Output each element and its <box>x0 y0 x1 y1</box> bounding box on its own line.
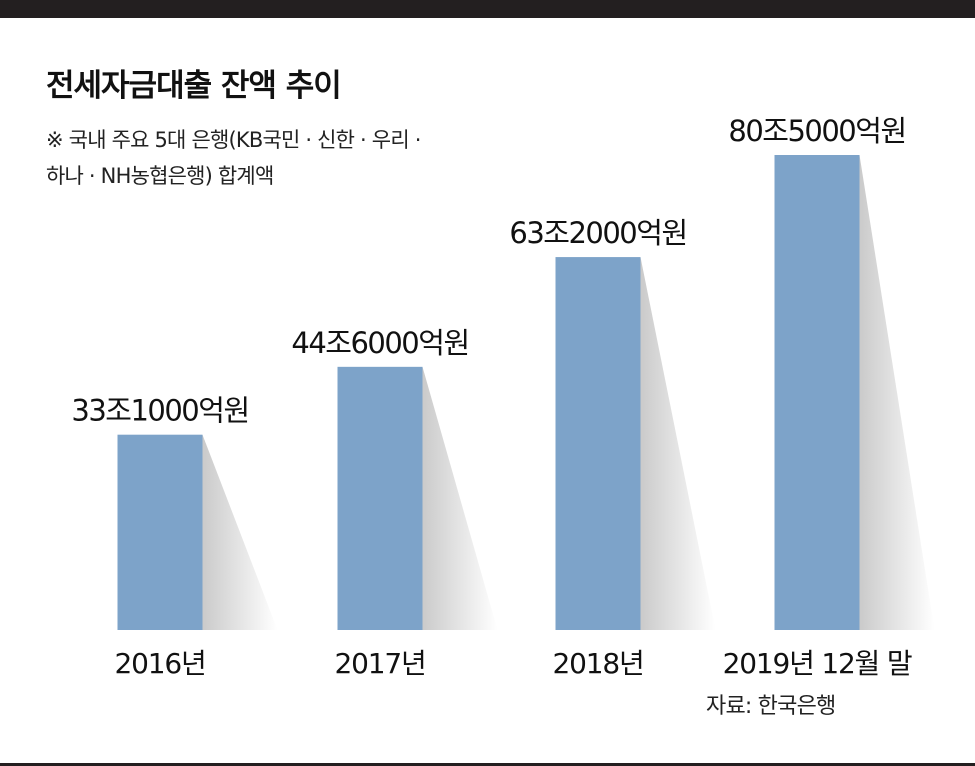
bar-shadow <box>859 155 935 630</box>
top-rule <box>0 0 975 18</box>
chart-note-line-2: 하나 · NH농협은행) 합계액 <box>46 164 274 188</box>
bottom-rule <box>0 763 975 766</box>
source-note: 자료: 한국은행 <box>706 694 836 719</box>
data-label: 33조1000억원 <box>71 394 248 428</box>
bar-shadow <box>640 257 716 630</box>
chart-note-line-1: ※ 국내 주요 5대 은행(KB국민 · 신한 · 우리 · <box>46 128 421 152</box>
bar <box>117 434 203 630</box>
data-label: 63조2000억원 <box>509 216 686 250</box>
x-tick-label: 2016년 <box>114 647 205 680</box>
bar <box>337 366 423 630</box>
bar-shadow <box>422 366 498 630</box>
x-tick-label: 2019년 12월 말 <box>723 647 912 680</box>
data-label: 44조6000억원 <box>291 326 468 360</box>
bar-shadow <box>202 434 278 630</box>
x-tick-label: 2017년 <box>334 647 425 680</box>
x-tick-label: 2018년 <box>552 647 643 680</box>
chart-title: 전세자금대출 잔액 추이 <box>46 68 342 104</box>
bar <box>555 257 641 630</box>
data-label: 80조5000억원 <box>728 114 905 148</box>
bar <box>774 155 860 630</box>
